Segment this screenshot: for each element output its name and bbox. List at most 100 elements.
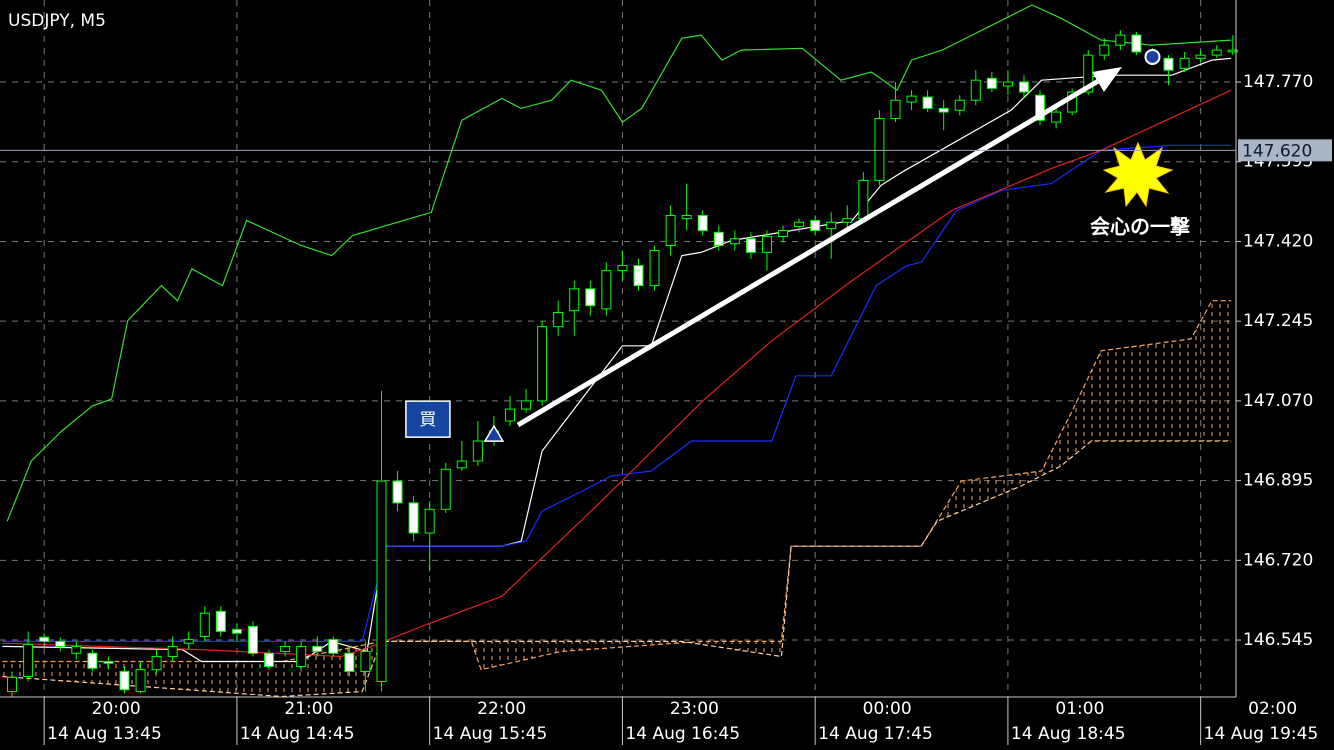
candle-body [1002,81,1013,87]
candle-body [761,235,772,253]
candle-body [440,468,451,510]
candle-body [745,238,756,253]
candle-body [87,652,98,669]
candle-body [119,670,130,691]
indicator-line [6,4,1232,522]
candle-body [986,77,997,89]
candle-body [521,400,532,410]
candle-body [392,480,403,504]
candle-body [649,250,660,287]
candles [7,30,1238,697]
y-tick-label: 147.070 [1243,391,1313,411]
x-tick-label: 14 Aug 14:45 [240,724,355,744]
annotations: 会心の一撃 買 [405,48,1190,442]
x-tick-label: 14 Aug 19:45 [1204,724,1319,744]
candle-body [39,636,50,642]
x-tick-label: 14 Aug 13:45 [47,724,162,744]
x-tick-label-top: 20:00 [92,699,141,719]
y-tick-label: 146.545 [1243,630,1313,650]
candle-body [922,96,933,109]
x-tick-label-top: 23:00 [670,699,719,719]
trend-arrow [516,77,1102,428]
candle-body [1131,34,1142,53]
candle-body [296,645,307,667]
candle-body [938,107,949,113]
candle-body [247,625,258,654]
candle-body [729,238,740,245]
span-b [2,440,1232,698]
buy-label-box [405,400,451,438]
candle-body [7,676,18,693]
chart-title: USDJPY, M5 [8,11,106,31]
candle-body [231,629,242,634]
y-tick-label: 146.720 [1243,550,1313,570]
cloud-fill [2,300,1232,697]
candle-body [1163,57,1174,71]
candle-body [617,265,628,272]
y-tick-label: 147.245 [1243,311,1313,331]
candle-body [167,645,178,657]
candle-body [344,652,355,672]
candle-body [71,645,82,654]
candle-body [601,270,612,310]
candle-body [874,117,885,181]
candle-body [408,502,419,534]
x-tick-label-top: 22:00 [477,699,526,719]
x-tick-label: 14 Aug 16:45 [625,724,740,744]
candle-body [264,652,275,667]
candle-body [713,231,724,247]
candle-body [665,214,676,247]
candle-body [1195,54,1206,59]
candle-body [842,218,853,223]
candle-body [55,640,66,647]
candle-body [1227,49,1238,53]
candle-body [199,612,210,637]
y-tick-label: 146.895 [1243,471,1313,491]
candle-body [697,214,708,232]
candle-body [906,95,917,103]
x-tick-label-top: 01:00 [1055,699,1104,719]
candle-body [376,480,387,683]
current-price-box [1238,139,1332,162]
candle-body [151,655,162,671]
candle-body [23,644,34,677]
candle-body [537,326,548,402]
candle-body [794,221,805,227]
candle-body [970,79,981,101]
candle-body [424,508,435,534]
burst [1102,141,1174,208]
candle-body [1099,44,1110,56]
candle-body [633,265,644,287]
candle-body [312,645,323,652]
y-tick-label: 147.770 [1243,72,1313,92]
candle-body [553,312,564,328]
candle-body [1115,34,1126,46]
buy-marker [483,424,505,442]
candle-body [472,440,483,462]
arrow-head [1092,67,1122,92]
indicator-line [2,144,1232,642]
current-price-label: 147.620 [1242,141,1312,161]
candle-body [280,645,291,652]
candle-body [1211,49,1222,56]
candle-body [328,639,339,654]
candle-body [1051,111,1062,123]
candle-body [826,221,837,230]
candle-body [504,408,515,422]
candle-body [569,288,580,312]
annotation-text: 会心の一撃 [1090,215,1190,239]
x-tick-label: 14 Aug 15:45 [433,724,548,744]
candle-body [681,214,692,220]
candle-body [1083,54,1094,93]
cloud [2,300,1232,698]
candle-body [1018,81,1029,93]
candle-body [954,99,965,111]
candle-body [1179,57,1190,69]
x-tick-label-top: 21:00 [284,699,333,719]
exit-marker [1144,48,1161,65]
x-tick-label-top: 00:00 [863,699,912,719]
candle-body [890,99,901,119]
candle-body [360,650,371,672]
buy-label: 買 [419,410,436,430]
